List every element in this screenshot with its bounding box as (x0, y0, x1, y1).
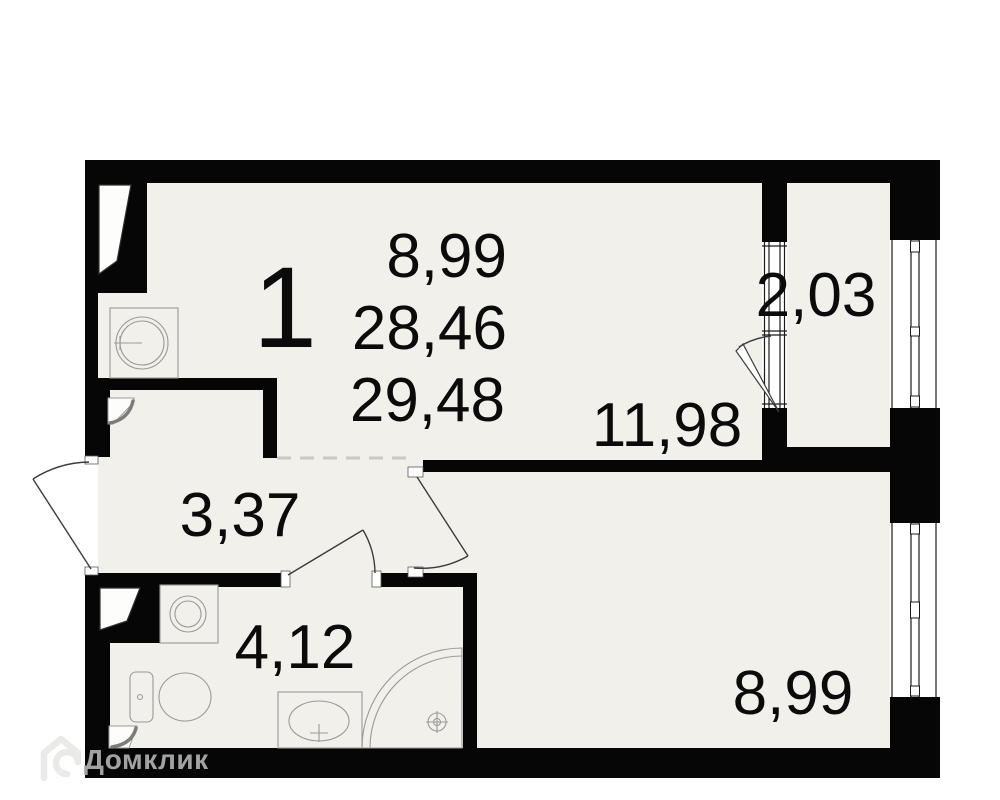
brand-name: Домклик (84, 744, 209, 775)
doors (32, 335, 780, 576)
wall-segment (85, 160, 940, 183)
entry-door-jamb (84, 455, 99, 465)
wall-segment (380, 573, 477, 587)
balcony-window (890, 240, 938, 408)
total-area-label: 28,46 (352, 294, 507, 363)
fixtures (109, 307, 463, 749)
shower-tray-icon (361, 647, 463, 749)
bathroom-sink-icon (277, 691, 363, 749)
area-label-bathroom: 4,12 (235, 613, 356, 682)
living-area-label: 8,99 (386, 222, 507, 291)
wall-segment (263, 378, 277, 458)
wall-segment (890, 408, 940, 523)
hallway-hatch-icon (107, 397, 135, 425)
shaft-hatch-icon (99, 587, 141, 631)
hatches (98, 184, 141, 749)
bottom-hatch-icon (108, 725, 138, 749)
bathroom-door-jamb (371, 570, 382, 588)
wall-segment (890, 160, 940, 240)
kitchen-sink-icon (109, 307, 179, 379)
area-label-hallway: 3,37 (180, 481, 301, 550)
area-label-kitchen-living: 11,98 (592, 391, 743, 460)
shaft-hatch-icon (98, 184, 132, 276)
room-door-swing-icon (413, 476, 469, 569)
wall-segment (762, 408, 787, 453)
balcony-partition-window (762, 242, 787, 408)
area-label-balcony: 2,03 (756, 261, 877, 330)
balcony-door-swing-icon (735, 335, 780, 413)
wall-segment (762, 183, 787, 242)
bathroom-door-jamb (280, 570, 291, 588)
room-door-jamb (407, 466, 424, 478)
area-label-living-room: 8,99 (733, 659, 854, 728)
rooms-count-label: 1 (253, 244, 317, 372)
wall-segment (85, 748, 940, 778)
wall-segment (85, 388, 110, 457)
wall-segment (85, 573, 281, 587)
washing-machine-icon (159, 584, 219, 644)
bathroom-door-swing-icon (287, 529, 376, 576)
watermark: Домклик (40, 735, 209, 782)
room-window (890, 523, 938, 697)
toilet-icon (129, 671, 212, 723)
door-jambs (84, 455, 424, 588)
wall-segment (85, 378, 277, 390)
windows (762, 240, 938, 697)
entry-door-jamb (84, 566, 99, 576)
wall-segment (463, 573, 477, 752)
labels: 1 8,99 28,46 29,48 2,03 11,98 3,37 4,12 … (180, 222, 877, 728)
entry-door-swing-icon (32, 461, 92, 570)
room-door-jamb (407, 566, 424, 578)
brand-house-logo-icon (40, 735, 82, 782)
wall-segment (890, 697, 940, 778)
total-area-with-balcony-label: 29,48 (350, 366, 505, 435)
